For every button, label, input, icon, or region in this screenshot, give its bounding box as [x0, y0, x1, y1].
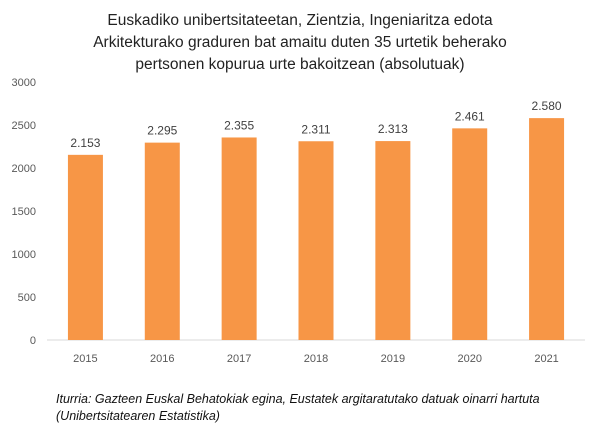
chart-title-line-3: pertsonen kopurua urte bakoitzean (absol… [135, 56, 465, 73]
source-line-1: Iturria: Gazteen Euskal Behatokiak egina… [56, 392, 540, 406]
bar-2020 [452, 128, 488, 340]
bar-2018 [298, 141, 334, 340]
y-tick-label: 1000 [12, 249, 36, 261]
y-tick-label: 2000 [12, 163, 36, 175]
y-tick-label: 3000 [12, 77, 36, 89]
data-label-2017: 2.355 [224, 118, 254, 132]
bar-2016 [144, 142, 180, 340]
data-label-2019: 2.313 [378, 122, 408, 136]
x-tick-label-2019: 2019 [381, 353, 405, 365]
chart-title-line-1: Euskadiko unibertsitateetan, Zientzia, I… [107, 12, 493, 29]
x-tick-label-2021: 2021 [534, 353, 558, 365]
data-label-2018: 2.311 [301, 122, 330, 136]
bar-2019 [375, 141, 411, 340]
data-label-2021: 2.580 [532, 99, 562, 113]
bar-2017 [221, 137, 257, 340]
x-tick-label-2017: 2017 [227, 353, 251, 365]
data-label-2020: 2.461 [455, 109, 485, 123]
bar-2015 [67, 154, 103, 340]
x-tick-label-2020: 2020 [457, 353, 481, 365]
data-label-2016: 2.295 [147, 124, 177, 138]
chart-title-line-2: Arkitekturako graduren bat amaitu duten … [93, 34, 507, 51]
y-tick-label: 0 [30, 335, 36, 347]
chart-title: Euskadiko unibertsitateetan, Zientzia, I… [0, 10, 600, 76]
x-tick-label-2016: 2016 [150, 353, 174, 365]
source-line-2: (Unibertsitatearen Estatistika) [56, 409, 220, 423]
source-note: Iturria: Gazteen Euskal Behatokiak egina… [56, 391, 540, 425]
y-tick-label: 500 [18, 292, 36, 304]
x-tick-label-2018: 2018 [304, 353, 328, 365]
y-tick-label: 1500 [12, 206, 36, 218]
x-tick-label-2015: 2015 [73, 353, 97, 365]
y-tick-label: 2500 [12, 120, 36, 132]
bar-2021 [529, 118, 565, 341]
data-label-2015: 2.153 [70, 136, 100, 150]
